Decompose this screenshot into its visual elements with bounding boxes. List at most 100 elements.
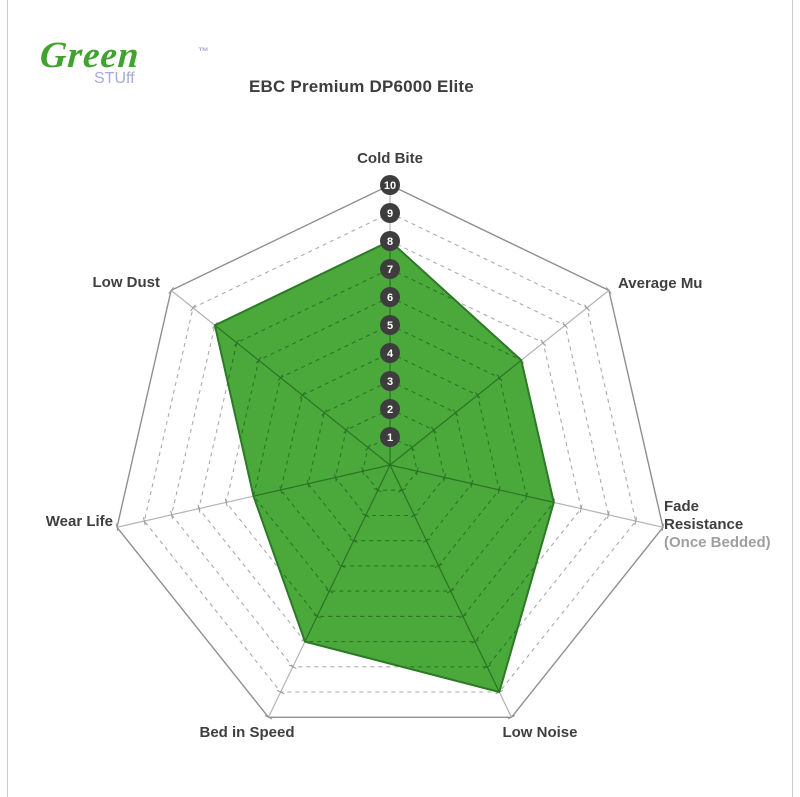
axis-label-average-mu: Average Mu	[618, 275, 702, 292]
axis-label-cold-bite: Cold Bite	[357, 150, 423, 167]
scale-tick-circle	[380, 287, 400, 307]
axis-tick-mark	[415, 467, 419, 476]
axis-tick-mark	[190, 304, 196, 312]
radar-grid-ring	[171, 240, 609, 668]
axis-label-low-dust: Low Dust	[93, 274, 161, 291]
axis-label-fade-resistance-once-bedded: Fade Resistance (Once Bedded)	[664, 498, 771, 551]
radar-grid-ring	[334, 408, 446, 517]
scale-tick-circle	[380, 427, 400, 447]
axis-tick-mark	[452, 409, 459, 417]
axis-tick-mark	[321, 409, 328, 417]
trademark-symbol: ™	[198, 46, 209, 58]
scale-tick-circle	[380, 175, 400, 195]
chart-title: EBC Premium DP6000 Elite	[249, 77, 474, 96]
scale-tick-number: 5	[387, 320, 393, 332]
axis-tick-mark	[584, 304, 590, 312]
axis-tick-mark	[661, 523, 665, 532]
axis-tick-mark	[606, 286, 612, 294]
axis-tick-mark	[496, 374, 503, 382]
axis-tick-mark	[525, 492, 528, 501]
scale-tick-circle	[380, 399, 400, 419]
axis-tick-mark	[313, 614, 321, 619]
axis-tick-mark	[168, 286, 174, 294]
axis-tick-mark	[349, 538, 358, 543]
scale-tick-circle	[380, 343, 400, 363]
scale-tick-circle	[380, 231, 400, 251]
axis-tick-mark	[288, 664, 297, 670]
axis-tick-mark	[170, 510, 173, 519]
left-border-line	[7, 0, 8, 797]
axis-tick-mark	[634, 517, 638, 526]
axis-tick-mark	[474, 391, 481, 399]
axis-tick-mark	[398, 488, 407, 493]
scale-tick-circle	[380, 259, 400, 279]
axis-tick-mark	[422, 538, 431, 543]
axis-tick-mark	[276, 689, 285, 695]
scale-tick-circle	[380, 315, 400, 335]
radar-scale: 1 2 3 4 5 6 7 8 9 10	[380, 175, 400, 447]
axis-tick-mark	[373, 488, 382, 493]
radar-data-outline	[213, 240, 555, 693]
radar-axis-labels: Cold Bite Average Mu Fade Resistance (Once B…	[46, 150, 771, 741]
axis-tick-mark	[579, 504, 583, 513]
right-border-line	[792, 0, 793, 797]
radar-outer-ring	[116, 184, 664, 718]
radar-grid-ring	[280, 352, 500, 567]
scale-tick-number: 10	[384, 180, 396, 192]
scale-tick-number: 4	[387, 348, 394, 360]
axis-tick-mark	[446, 588, 455, 594]
axis-tick-mark	[365, 444, 371, 452]
axis-tick-mark	[115, 523, 119, 532]
axis-tick-mark	[279, 485, 283, 494]
scale-tick-number: 7	[387, 264, 393, 276]
axis-tick-mark	[497, 485, 501, 494]
axis-tick-mark	[361, 513, 370, 518]
axis-tick-mark	[142, 517, 146, 526]
scale-tick-number: 2	[387, 404, 393, 416]
axis-tick-mark	[325, 588, 334, 594]
radar-grid-ring	[214, 268, 554, 643]
axis-label-low-noise: Low Noise	[502, 724, 577, 741]
axis-tick-mark	[233, 339, 240, 347]
axis-tick-mark	[607, 510, 610, 519]
scale-tick-circle	[380, 203, 400, 223]
axis-label-bed-in-speed: Bed in Speed	[199, 724, 294, 741]
radar-grid-ring	[307, 380, 473, 542]
axis-tick-mark	[471, 639, 479, 644]
radar-grid-ring	[252, 324, 528, 592]
greenstuff-logo: Green ™ STU ff	[38, 26, 223, 138]
axis-tick-mark	[470, 479, 474, 488]
scale-tick-circle	[380, 371, 400, 391]
axis-tick-mark	[443, 473, 446, 482]
axis-tick-mark	[277, 374, 284, 382]
radar-grid-ring	[143, 212, 637, 693]
axis-tick-mark	[299, 391, 306, 399]
axis-tick-mark	[459, 614, 467, 619]
axis-label-wear-life: Wear Life	[46, 513, 113, 530]
logo-stuff-ff: ff	[126, 70, 135, 87]
axis-tick-mark	[361, 467, 365, 476]
axis-tick-mark	[507, 715, 516, 720]
scale-tick-number: 9	[387, 208, 393, 220]
scale-tick-number: 1	[387, 432, 393, 444]
axis-tick-mark	[409, 444, 415, 452]
axis-tick-mark	[334, 473, 337, 482]
axis-tick-mark	[343, 426, 350, 434]
axis-tick-mark	[337, 563, 346, 569]
axis-tick-mark	[434, 563, 443, 569]
scale-tick-number: 3	[387, 376, 393, 388]
axis-tick-mark	[483, 664, 492, 670]
axis-tick-mark	[264, 715, 273, 720]
axis-tick-mark	[562, 321, 568, 329]
axis-tick-mark	[540, 339, 547, 347]
logo-stuff-main: STU	[94, 70, 126, 87]
axis-tick-mark	[224, 498, 228, 507]
axis-tick-mark	[410, 513, 419, 518]
axis-tick-mark	[306, 479, 310, 488]
axis-tick-mark	[197, 504, 201, 513]
axis-tick-mark	[255, 356, 262, 364]
logo-stuff-text: STU ff	[94, 70, 135, 130]
